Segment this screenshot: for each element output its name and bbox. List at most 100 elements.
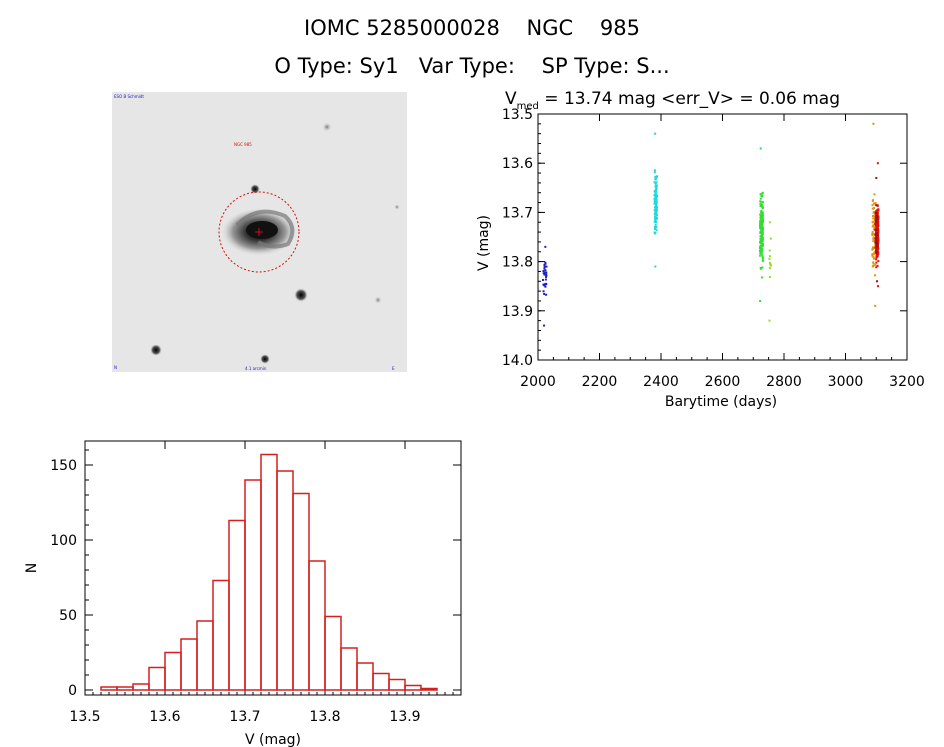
y-tick-label: 14.0 xyxy=(502,353,533,369)
histogram-bar xyxy=(212,579,230,691)
data-point xyxy=(655,217,658,220)
x-tick-label: 2800 xyxy=(766,374,802,390)
data-point xyxy=(653,212,656,215)
data-point xyxy=(544,262,547,265)
light-curve-frame xyxy=(537,113,908,361)
data-point xyxy=(876,162,879,165)
thumb-label-target: NGC 985 xyxy=(234,142,252,147)
data-point xyxy=(654,175,657,178)
data-point xyxy=(760,225,763,228)
histogram-bar xyxy=(324,615,342,691)
x-tick-label: 2000 xyxy=(520,374,556,390)
data-point xyxy=(875,226,878,229)
data-point xyxy=(760,252,763,255)
data-point xyxy=(545,273,548,276)
data-point xyxy=(653,232,656,235)
data-point xyxy=(655,195,658,198)
data-point xyxy=(875,245,878,248)
thumb-label-scale: 4.1 arcmin xyxy=(245,366,267,371)
data-point xyxy=(871,221,874,224)
histogram-bar xyxy=(180,638,198,691)
x-tick-label: 2200 xyxy=(582,374,618,390)
y-tick-label: 0 xyxy=(68,683,77,699)
data-point xyxy=(653,169,656,172)
data-point xyxy=(760,237,763,240)
data-point xyxy=(872,233,875,236)
data-point xyxy=(759,193,762,196)
data-point xyxy=(654,191,657,194)
data-point xyxy=(768,275,771,278)
histogram-bar xyxy=(260,453,278,691)
histogram-bar xyxy=(340,647,358,691)
data-point xyxy=(768,257,771,260)
data-point xyxy=(876,204,879,207)
data-point xyxy=(759,202,762,205)
data-point xyxy=(872,202,875,205)
data-point xyxy=(872,262,875,265)
data-point xyxy=(759,267,762,270)
data-point xyxy=(655,214,658,217)
data-point xyxy=(872,237,875,240)
data-point xyxy=(762,218,765,221)
star xyxy=(294,288,308,302)
chart-title-line-2: O Type: Sy1 Var Type: SP Type: S... xyxy=(274,54,670,78)
data-point xyxy=(768,319,771,322)
data-point xyxy=(761,257,764,260)
data-point xyxy=(871,248,874,251)
star xyxy=(250,184,260,194)
data-point xyxy=(761,276,764,279)
data-point xyxy=(543,265,546,268)
data-point xyxy=(768,255,771,258)
data-point xyxy=(875,258,878,261)
data-point xyxy=(874,237,877,240)
histogram-xlabel: V (mag) xyxy=(245,732,301,747)
data-point xyxy=(761,238,764,241)
data-point xyxy=(759,250,762,253)
data-point xyxy=(877,219,880,222)
data-point xyxy=(655,205,658,208)
data-point xyxy=(759,213,762,216)
data-point xyxy=(654,189,657,192)
data-point xyxy=(873,215,876,218)
data-point xyxy=(653,171,656,174)
data-point xyxy=(654,132,657,135)
data-point xyxy=(760,213,763,216)
data-point xyxy=(545,274,548,277)
data-point xyxy=(654,193,657,196)
data-point xyxy=(876,264,879,267)
data-point xyxy=(761,215,764,218)
data-point xyxy=(877,208,880,211)
data-point xyxy=(871,246,874,249)
data-point xyxy=(761,240,764,243)
data-point xyxy=(654,216,657,219)
data-point xyxy=(871,253,874,256)
histogram-axes: 13.5 13.6 13.7 13.8 13.9 0 50 100 150 xyxy=(50,441,462,725)
x-tick-label: 13.5 xyxy=(69,709,100,725)
data-point xyxy=(876,247,879,250)
data-point xyxy=(543,272,546,275)
data-point xyxy=(545,265,548,268)
data-point xyxy=(760,244,763,247)
data-point xyxy=(760,250,763,253)
data-point xyxy=(872,257,875,260)
data-point xyxy=(761,194,764,197)
data-point xyxy=(761,266,764,269)
data-point xyxy=(872,211,875,214)
data-point xyxy=(874,218,877,221)
y-tick-label: 13.5 xyxy=(502,107,533,123)
data-point xyxy=(873,225,876,228)
data-point xyxy=(875,233,878,236)
data-point xyxy=(544,261,547,264)
data-point xyxy=(769,237,772,240)
histogram-bar xyxy=(164,651,182,691)
data-point xyxy=(655,194,658,197)
data-point xyxy=(873,193,876,196)
data-point xyxy=(759,205,762,208)
data-point xyxy=(874,234,877,237)
data-point xyxy=(543,324,546,327)
data-point xyxy=(759,225,762,228)
data-point xyxy=(544,269,547,272)
data-point xyxy=(875,204,878,207)
data-point xyxy=(875,216,878,219)
y-tick-label: 100 xyxy=(50,533,77,549)
